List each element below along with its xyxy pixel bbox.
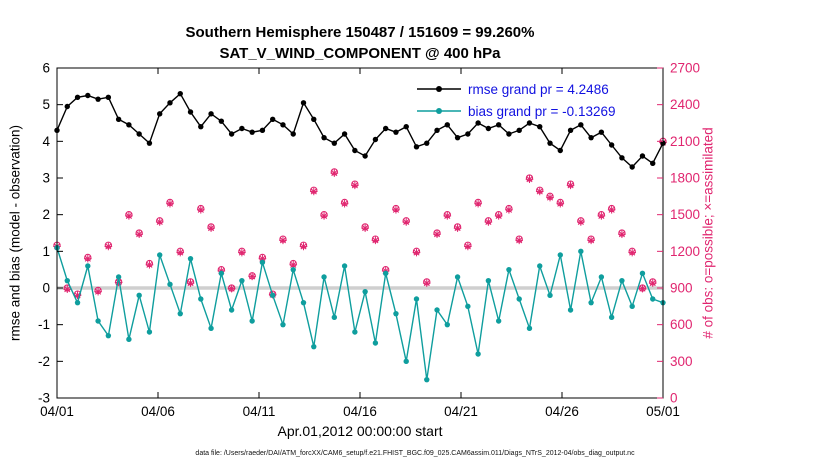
- y-right-tick-label: 1800: [670, 171, 700, 186]
- x-tick-label: 05/01: [646, 404, 680, 419]
- y-left-tick-label: 0: [42, 281, 50, 296]
- y-right-tick-label: 1500: [670, 207, 700, 222]
- y-right-tick-label: 300: [670, 354, 693, 369]
- y-left-tick-label: 1: [42, 244, 50, 259]
- y-left-tick-label: 3: [42, 171, 50, 186]
- chart-title: Southern Hemisphere 150487 / 151609 = 99…: [57, 22, 663, 64]
- x-tick-label: 04/26: [545, 404, 579, 419]
- bias-series: [54, 244, 666, 383]
- y-axis-left: -3 -2 -1 0 1 2 3 4 5 6: [38, 61, 63, 406]
- legend-line-sample: [417, 86, 461, 92]
- possible-markers: [53, 137, 667, 298]
- x-axis: 04/01 04/06 04/11 04/16 04/21 04/26 05/01: [40, 68, 680, 419]
- x-tick-label: 04/01: [40, 404, 74, 419]
- y-right-tick-label: 0: [670, 391, 678, 406]
- assimilated-markers: [53, 138, 667, 300]
- legend-label: rmse grand pr = 4.2486: [468, 81, 609, 97]
- legend-line-sample: [417, 108, 461, 114]
- rmse-series: [54, 90, 666, 170]
- data-file-caption: data file: /Users/raeder/DAI/ATM_forcXX/…: [195, 450, 635, 457]
- legend-label: bias grand pr = -0.13269: [468, 103, 616, 119]
- y-left-tick-label: 5: [42, 97, 50, 112]
- y-right-tick-label: 900: [670, 281, 693, 296]
- y-left-tick-label: -3: [38, 391, 50, 406]
- chart-title-line2: SAT_V_WIND_COMPONENT @ 400 hPa: [219, 45, 501, 62]
- x-tick-label: 04/21: [444, 404, 478, 419]
- x-axis-label: Apr.01,2012 00:00:00 start: [277, 423, 443, 439]
- y-left-tick-label: -2: [38, 354, 50, 369]
- y-left-tick-label: 6: [42, 61, 50, 76]
- chart-title-line1: Southern Hemisphere 150487 / 151609 = 99…: [185, 24, 535, 41]
- x-tick-label: 04/11: [243, 404, 276, 419]
- y-right-tick-label: 2400: [670, 97, 700, 112]
- y-right-tick-label: 600: [670, 317, 693, 332]
- y-left-tick-label: 2: [42, 207, 50, 222]
- y-left-tick-label: 4: [42, 134, 50, 149]
- y-right-tick-label: 2700: [670, 61, 700, 76]
- y-axis-right: 0 300 600 900 1200 1500 1800 2100 2400 2700: [657, 61, 700, 406]
- y-right-tick-label: 1200: [670, 244, 700, 259]
- legend-item: rmse grand pr = 4.2486: [417, 78, 615, 100]
- y-left-tick-label: -1: [38, 317, 50, 332]
- legend-item: bias grand pr = -0.13269: [417, 100, 615, 122]
- x-tick-label: 04/16: [343, 404, 377, 419]
- legend: rmse grand pr = 4.2486 bias grand pr = -0…: [417, 78, 615, 122]
- x-tick-label: 04/06: [141, 404, 175, 419]
- y-right-tick-label: 2100: [670, 134, 700, 149]
